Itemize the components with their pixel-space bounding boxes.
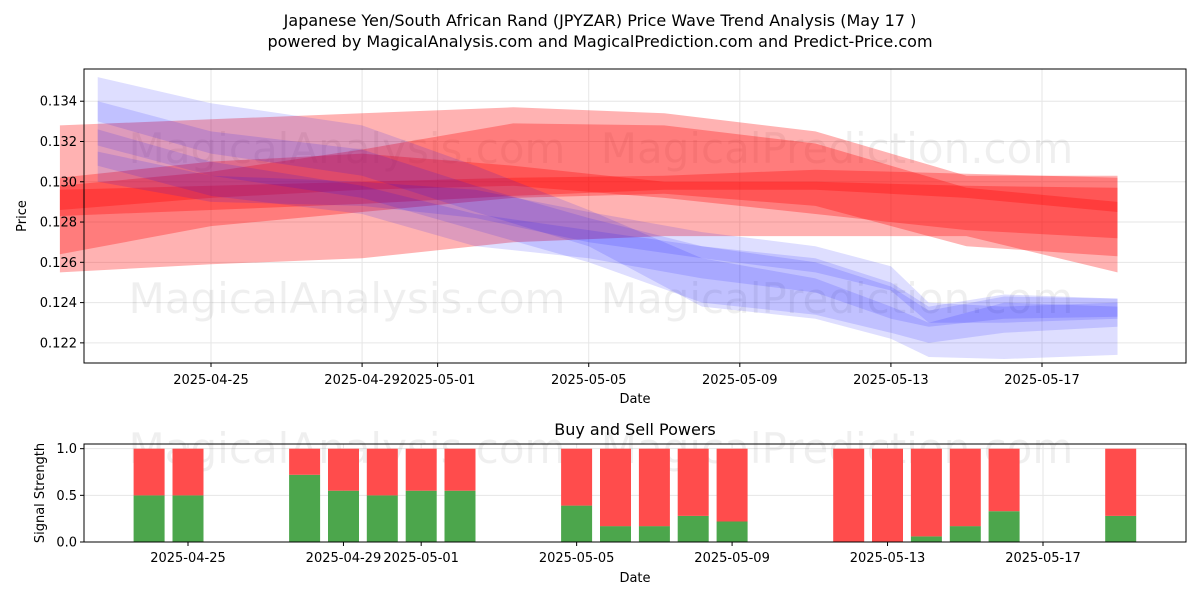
sell-bar [716,448,748,522]
price-x-axis-label: Date [619,392,650,407]
sell-bar [872,448,903,542]
buy-bar [600,526,631,542]
buy-sell-x-tick-label: 2025-04-29 [306,551,382,566]
sell-bar [677,448,709,516]
price-grid [84,69,1186,363]
predicted-price-band-2 [59,153,1118,239]
price-y-tick-label: 0.124 [40,296,77,311]
predicted-price-band-0 [59,107,1118,273]
buy-bar [910,536,942,542]
buy-sell-title: Buy and Sell Powers [554,420,716,439]
price-y-tick-label: 0.132 [40,135,77,150]
buy-sell-y-tick-label: 0.5 [56,489,77,504]
price-wave-chart: MagicalAnalysis.com MagicalPrediction.co… [15,68,1187,407]
figure-title-line1: Japanese Yen/South African Rand (JPYZAR)… [283,11,917,30]
figure-title-line2: powered by MagicalAnalysis.com and Magic… [267,32,932,51]
price-x-ticks: 2025-04-25 2025-04-29 2025-05-01 2025-05-05… [173,363,1080,388]
buy-sell-y-tick-label: 0.0 [56,536,77,551]
sell-bar [638,448,670,527]
buy-sell-x-tick-label: 2025-05-01 [383,551,459,566]
watermark-analysis-mid: MagicalAnalysis.com [129,274,566,323]
price-y-tick-label: 0.126 [40,256,77,271]
buy-bar [366,495,398,542]
buy-sell-plot-frame [83,443,1187,543]
historic-price-band-7 [97,151,1118,323]
buy-sell-x-tick-label: 2025-04-25 [150,551,226,566]
price-x-tick-label: 2025-05-01 [400,373,476,388]
buy-bar [561,505,593,542]
buy-sell-y-tick-label: 1.0 [56,442,77,457]
buy-bar [172,495,204,542]
sell-bar [328,448,359,491]
sell-bar [949,448,981,527]
sell-bar [833,448,865,542]
sell-bar [172,448,204,496]
historic-price-band-5 [97,101,1118,343]
watermark-prediction-top: MagicalPrediction.com [601,124,1074,173]
buy-sell-x-tick-label: 2025-05-17 [1005,551,1081,566]
sell-bar [1105,448,1137,516]
sell-bar [405,448,437,491]
sell-bar [561,448,593,506]
sell-bar [289,448,321,475]
buy-sell-x-tick-label: 2025-05-09 [694,551,770,566]
buy-bar [716,521,748,542]
sell-bar [366,448,398,496]
price-x-tick-label: 2025-04-29 [324,373,400,388]
buy-bar [988,511,1020,542]
price-y-tick-label: 0.128 [40,216,77,231]
buy-bar [444,490,476,542]
price-y-tick-label: 0.130 [40,175,77,190]
price-bands [59,77,1118,359]
price-y-ticks: 0.122 0.124 0.126 0.128 0.130 0.132 0.134 [40,95,84,351]
price-y-tick-label: 0.122 [40,336,77,351]
sell-bar [910,448,942,537]
price-y-tick-label: 0.134 [40,95,77,110]
buy-sell-y-ticks: 0.0 0.5 1.0 [56,442,84,551]
price-y-axis-label: Price [15,200,30,232]
buy-sell-chart: Buy and Sell Powers MagicalAnalysis.com … [33,420,1187,586]
price-plot-frame [83,68,1187,364]
buy-bar [289,474,321,542]
buy-sell-x-ticks: 2025-04-25 2025-04-29 2025-05-01 2025-05-05… [150,542,1081,566]
price-x-tick-label: 2025-05-05 [551,373,627,388]
sell-bar [133,448,165,496]
buy-bar [949,526,981,542]
buy-sell-x-tick-label: 2025-05-13 [850,551,926,566]
historic-price-band-4 [97,77,1118,359]
predicted-price-band-1 [59,123,1118,257]
price-plot-area [84,69,1186,363]
watermark-prediction-mid: MagicalPrediction.com [601,274,1074,323]
price-x-tick-label: 2025-04-25 [173,373,249,388]
buy-bar [638,526,670,542]
buy-sell-y-axis-label: Signal Strength [33,443,48,543]
price-x-tick-label: 2025-05-13 [853,373,929,388]
sell-bar [600,448,631,527]
buy-bar [133,495,165,542]
buy-bar [1105,515,1137,542]
historic-price-band-6 [97,129,1118,327]
watermark-analysis-top: MagicalAnalysis.com [129,124,566,173]
sell-bar [988,448,1020,512]
buy-sell-x-axis-label: Date [619,571,650,586]
buy-sell-x-tick-label: 2025-05-05 [539,551,615,566]
buy-bar [405,490,437,542]
buy-sell-bars [133,448,1137,542]
sell-bar [444,448,476,491]
predicted-price-band-3 [59,169,1118,216]
buy-bar [677,515,709,542]
buy-bar [328,490,359,542]
price-x-tick-label: 2025-05-09 [702,373,778,388]
price-x-tick-label: 2025-05-17 [1004,373,1080,388]
